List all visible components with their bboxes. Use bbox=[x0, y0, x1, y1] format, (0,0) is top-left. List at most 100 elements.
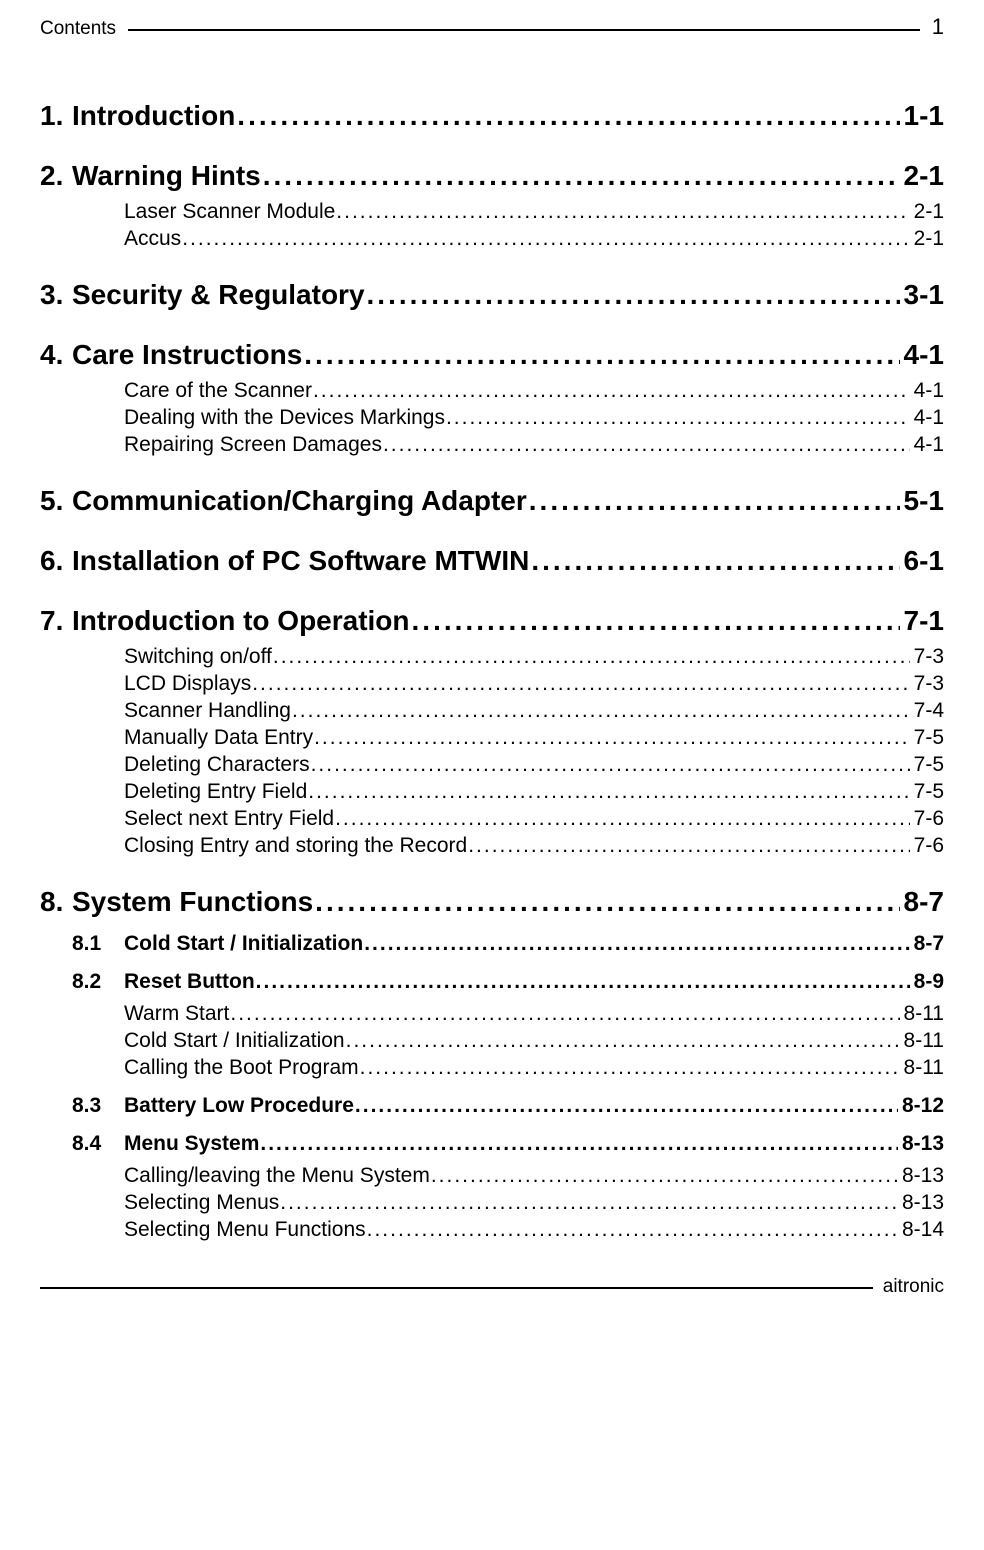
toc-section-row: 1.Introduction..........................… bbox=[40, 100, 944, 132]
toc-subsection-page: 8-7 bbox=[910, 932, 944, 956]
toc-section: 7.Introduction to Operation.............… bbox=[40, 605, 944, 637]
toc-entries-block: Switching on/off........................… bbox=[40, 645, 944, 858]
toc-subsection-row: 8.2Reset Button.........................… bbox=[40, 970, 944, 994]
toc-section-row: 5.Communication/Charging Adapter........… bbox=[40, 485, 944, 517]
toc-section-row: 2.Warning Hints.........................… bbox=[40, 160, 944, 192]
toc-entries-block: Calling/leaving the Menu System.........… bbox=[40, 1164, 944, 1242]
toc-leader-dots: ........................................… bbox=[310, 753, 910, 777]
toc-entry-row: Laser Scanner Module....................… bbox=[40, 200, 944, 224]
toc-entry-row: Deleting Characters.....................… bbox=[40, 753, 944, 777]
toc-entry-page: 7-5 bbox=[910, 780, 944, 804]
toc-leader-dots: ........................................… bbox=[313, 886, 899, 918]
toc-leader-dots: ........................................… bbox=[312, 379, 910, 403]
toc-entries-block: Laser Scanner Module....................… bbox=[40, 200, 944, 251]
toc-entry-row: LCD Displays............................… bbox=[40, 672, 944, 696]
toc-leader-dots: ........................................… bbox=[181, 227, 909, 251]
toc-subsection-row: 8.4Menu System..........................… bbox=[40, 1132, 944, 1156]
table-of-contents: 1.Introduction..........................… bbox=[40, 100, 944, 1242]
toc-leader-dots: ........................................… bbox=[365, 279, 900, 311]
toc-section-number: 1. bbox=[40, 100, 72, 132]
toc-leader-dots: ........................................… bbox=[272, 645, 910, 669]
toc-subsection-number: 8.2 bbox=[72, 970, 124, 994]
header-rule bbox=[128, 29, 920, 31]
toc-entry-row: Selecting Menu Functions................… bbox=[40, 1218, 944, 1242]
toc-leader-dots: ........................................… bbox=[259, 1132, 898, 1156]
toc-subsection-title: Reset Button bbox=[124, 970, 255, 994]
toc-entry-row: Repairing Screen Damages................… bbox=[40, 433, 944, 457]
toc-leader-dots: ........................................… bbox=[359, 1056, 900, 1080]
toc-entry-page: 7-5 bbox=[910, 726, 944, 750]
toc-entry-row: Manually Data Entry.....................… bbox=[40, 726, 944, 750]
toc-entry-page: 8-14 bbox=[898, 1218, 944, 1242]
toc-section: 8.System Functions......................… bbox=[40, 886, 944, 918]
toc-subsection: 8.3Battery Low Procedure................… bbox=[40, 1094, 944, 1118]
toc-leader-dots: ........................................… bbox=[334, 807, 910, 831]
toc-section: 3.Security & Regulatory.................… bbox=[40, 279, 944, 311]
toc-entry-title: Accus bbox=[124, 227, 181, 251]
toc-section-page: 3-1 bbox=[900, 279, 944, 311]
toc-section-row: 3.Security & Regulatory.................… bbox=[40, 279, 944, 311]
toc-leader-dots: ........................................… bbox=[335, 200, 909, 224]
toc-entry-title: Deleting Characters bbox=[124, 753, 310, 777]
toc-section: 6.Installation of PC Software MTWIN.....… bbox=[40, 545, 944, 577]
toc-entry-title: Care of the Scanner bbox=[124, 379, 312, 403]
toc-leader-dots: ........................................… bbox=[291, 699, 910, 723]
footer-rule bbox=[40, 1287, 873, 1289]
toc-entry-page: 7-5 bbox=[910, 753, 944, 777]
toc-subsection-number: 8.1 bbox=[72, 932, 124, 956]
toc-section-page: 6-1 bbox=[900, 545, 944, 577]
toc-leader-dots: ........................................… bbox=[313, 726, 910, 750]
toc-section-page: 2-1 bbox=[900, 160, 944, 192]
toc-subsection-title: Battery Low Procedure bbox=[124, 1094, 354, 1118]
toc-leader-dots: ........................................… bbox=[255, 970, 910, 994]
toc-entry-row: Cold Start / Initialization.............… bbox=[40, 1029, 944, 1053]
toc-section-number: 7. bbox=[40, 605, 72, 637]
toc-leader-dots: ........................................… bbox=[430, 1164, 898, 1188]
toc-entry-row: Warm Start..............................… bbox=[40, 1002, 944, 1026]
toc-entry-page: 8-11 bbox=[900, 1002, 944, 1026]
toc-subsection-row: 8.3Battery Low Procedure................… bbox=[40, 1094, 944, 1118]
toc-entry-title: Deleting Entry Field bbox=[124, 780, 307, 804]
toc-entry-title: Dealing with the Devices Markings bbox=[124, 406, 445, 430]
toc-leader-dots: ........................................… bbox=[345, 1029, 900, 1053]
toc-section-number: 2. bbox=[40, 160, 72, 192]
toc-section-title: Communication/Charging Adapter bbox=[72, 485, 527, 517]
toc-entry-title: Select next Entry Field bbox=[124, 807, 334, 831]
toc-section: 4.Care Instructions.....................… bbox=[40, 339, 944, 371]
page-footer: aitronic bbox=[40, 1276, 944, 1298]
toc-entry-page: 7-3 bbox=[910, 645, 944, 669]
toc-entry-page: 7-3 bbox=[910, 672, 944, 696]
toc-entry-title: Closing Entry and storing the Record bbox=[124, 834, 467, 858]
toc-subsection-title: Menu System bbox=[124, 1132, 259, 1156]
toc-section-row: 8.System Functions......................… bbox=[40, 886, 944, 918]
toc-entry-title: LCD Displays bbox=[124, 672, 251, 696]
toc-leader-dots: ........................................… bbox=[279, 1191, 898, 1215]
toc-entry-title: Warm Start bbox=[124, 1002, 229, 1026]
toc-subsection-number: 8.4 bbox=[72, 1132, 124, 1156]
toc-entry-title: Calling the Boot Program bbox=[124, 1056, 359, 1080]
toc-subsection-row: 8.1Cold Start / Initialization..........… bbox=[40, 932, 944, 956]
toc-entry-page: 4-1 bbox=[910, 433, 944, 457]
toc-section-number: 5. bbox=[40, 485, 72, 517]
toc-section-page: 5-1 bbox=[900, 485, 944, 517]
toc-entry-title: Manually Data Entry bbox=[124, 726, 313, 750]
toc-section-number: 3. bbox=[40, 279, 72, 311]
toc-entry-row: Calling/leaving the Menu System.........… bbox=[40, 1164, 944, 1188]
toc-subsection-page: 8-9 bbox=[910, 970, 944, 994]
toc-leader-dots: ........................................… bbox=[366, 1218, 898, 1242]
toc-entry-page: 7-6 bbox=[910, 834, 944, 858]
toc-section-title: Introduction bbox=[72, 100, 235, 132]
toc-leader-dots: ........................................… bbox=[527, 485, 900, 517]
toc-leader-dots: ........................................… bbox=[235, 100, 899, 132]
toc-entry-page: 8-11 bbox=[900, 1056, 944, 1080]
toc-section-title: Care Instructions bbox=[72, 339, 302, 371]
toc-leader-dots: ........................................… bbox=[410, 605, 900, 637]
toc-entry-title: Cold Start / Initialization bbox=[124, 1029, 345, 1053]
header-page-number: 1 bbox=[932, 14, 944, 40]
toc-entry-page: 4-1 bbox=[910, 379, 944, 403]
toc-leader-dots: ........................................… bbox=[307, 780, 909, 804]
toc-entry-page: 4-1 bbox=[910, 406, 944, 430]
toc-subsection: 8.4Menu System..........................… bbox=[40, 1132, 944, 1156]
toc-entry-page: 2-1 bbox=[910, 227, 944, 251]
toc-entry-page: 8-11 bbox=[900, 1029, 944, 1053]
